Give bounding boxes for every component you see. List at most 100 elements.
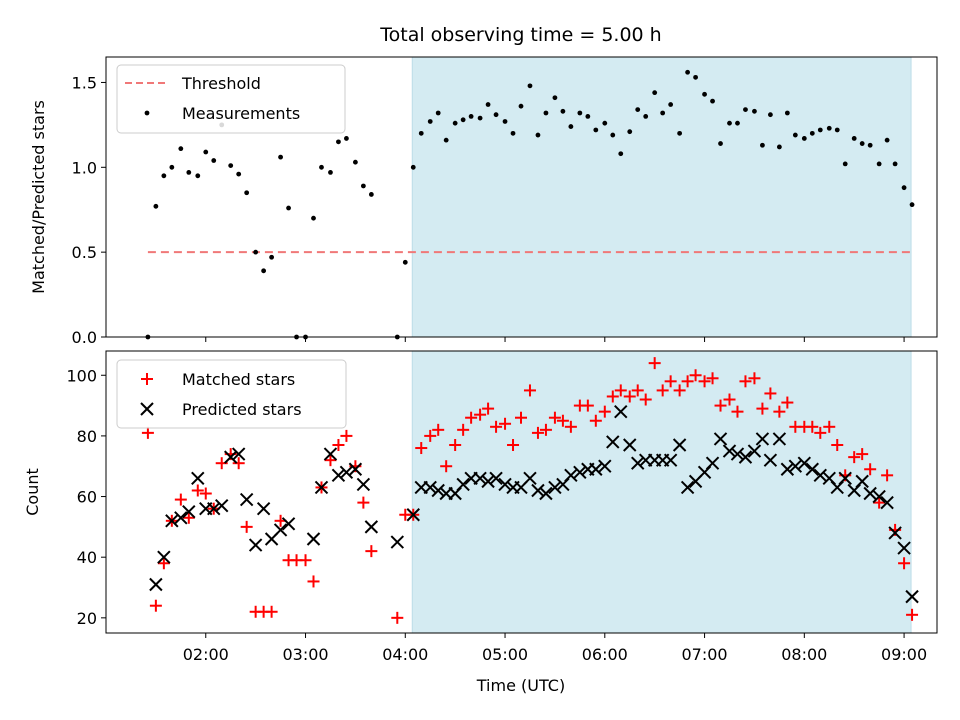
measurement-point [727, 120, 732, 126]
matched-star-point [141, 426, 154, 439]
matched-star-point [432, 423, 445, 436]
matched-star-point [823, 420, 836, 433]
matched-star-point [391, 611, 404, 624]
measurement-point [418, 130, 424, 136]
matched-star-point [564, 420, 577, 433]
measurement-point [477, 115, 483, 121]
predicted-star-point [239, 492, 254, 507]
y-tick-label: 60 [77, 488, 97, 507]
measurement-point [792, 132, 798, 138]
predicted-star-point [431, 483, 445, 498]
predicted-star-point [323, 447, 338, 461]
measurement-point [518, 103, 524, 109]
measurement-point [368, 192, 374, 197]
measurement-point [360, 183, 366, 189]
predicted-star-point [606, 435, 620, 449]
measurement-point [161, 173, 167, 179]
top-legend-box [116, 64, 346, 134]
predicted-star-point [489, 471, 503, 486]
measurement-point [443, 137, 449, 143]
measurement-point [752, 108, 757, 114]
matched-star-point [598, 405, 611, 418]
measurement-point [535, 132, 541, 138]
measurement-point [228, 163, 234, 169]
matched-star-point [898, 557, 911, 570]
matched-star-point [490, 420, 503, 433]
predicted-star-point [680, 480, 695, 495]
observing-window-shade-top [411, 56, 912, 338]
predicted-star-point [165, 514, 179, 528]
predicted-star-point [548, 480, 562, 495]
measurement-point [410, 164, 416, 170]
measurement-point [776, 144, 782, 150]
bottom-legend: Matched stars Predicted stars [116, 359, 347, 429]
matched-star-point [307, 575, 320, 588]
matched-star-point [199, 487, 212, 500]
measurement-point [493, 112, 499, 118]
measurement-point [169, 164, 175, 170]
measurement-point [842, 161, 848, 167]
matched-star-point [606, 390, 619, 403]
predicted-star-point [780, 462, 795, 476]
measurement-point [560, 108, 566, 114]
matched-star-point [773, 405, 786, 418]
matched-star-point [614, 384, 627, 397]
matched-star-point [864, 463, 877, 476]
legend-measurements-swatch [144, 110, 150, 116]
y-tick-label: 0.5 [72, 243, 97, 262]
predicted-star-point [281, 517, 296, 531]
matched-star-point [182, 511, 195, 524]
predicted-star-point [905, 589, 919, 604]
measurement-point [884, 137, 890, 143]
measurement-point [602, 120, 608, 126]
measurement-point [909, 202, 915, 208]
matched-star-point [340, 429, 353, 442]
measurement-point [311, 215, 316, 221]
measurement-point [892, 161, 898, 167]
predicted-star-point [763, 453, 778, 467]
y-tick-label: 100 [66, 366, 97, 385]
matched-star-point [357, 496, 370, 509]
measurement-point [834, 127, 840, 133]
predicted-star-point [215, 498, 229, 513]
x-tick-label: 08:00 [781, 645, 827, 664]
matched-star-point [681, 375, 694, 388]
matched-star-point [457, 423, 470, 436]
measurement-point [435, 110, 441, 116]
predicted-star-point [406, 508, 420, 522]
measurement-point [261, 268, 267, 274]
matched-star-point [482, 402, 495, 415]
matched-star-point [781, 396, 794, 409]
predicted-star-point [788, 459, 803, 473]
measurement-point [668, 102, 674, 107]
bottom-axes-frame [105, 350, 938, 634]
predicted-star-point [888, 526, 902, 540]
matched-star-point [648, 357, 661, 370]
matched-star-point [856, 448, 869, 461]
matched-star-point [739, 375, 752, 388]
predicted-star-point [356, 477, 371, 492]
measurement-point [344, 136, 349, 141]
measurement-point [319, 164, 324, 170]
measurement-point [236, 171, 242, 177]
matched-star-point [764, 387, 777, 400]
matched-star-point [240, 520, 253, 533]
matched-star-point [639, 393, 652, 406]
predicted-star-point [331, 468, 346, 483]
legend-predicted-label: Predicted stars [182, 400, 302, 419]
predicted-star-point [364, 520, 379, 534]
legend-matched-label: Matched stars [182, 370, 295, 389]
matched-star-point [548, 411, 561, 424]
measurement-point [593, 127, 599, 133]
y-tick-label: 0.0 [72, 328, 97, 347]
matched-star-point [440, 460, 453, 473]
matched-star-point [556, 414, 569, 427]
measurement-point [743, 107, 748, 113]
measurement-point [178, 146, 184, 152]
measurement-point [652, 90, 658, 96]
y-tick-label: 80 [77, 427, 97, 446]
predicted-star-point [498, 477, 512, 492]
predicted-star-point [473, 471, 487, 486]
top-panel: 0.0 0.5 1.0 1.5 Matched/Predicted stars Thr… [29, 56, 938, 347]
